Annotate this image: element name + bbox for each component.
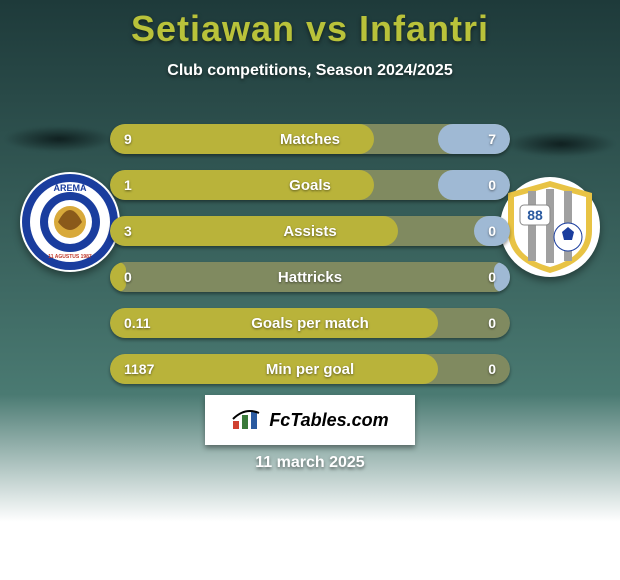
stat-label: Goals per match xyxy=(110,308,510,338)
player-shadow-right xyxy=(506,131,616,157)
stat-row: 30Assists xyxy=(110,216,510,246)
stat-label: Assists xyxy=(110,216,510,246)
club-logo-left-sub: 11 AGUSTUS 1987 xyxy=(48,254,92,260)
player-shadow-left xyxy=(4,126,114,152)
stat-label: Goals xyxy=(110,170,510,200)
stat-row: 11870Min per goal xyxy=(110,354,510,384)
club-logo-left-svg: AREMA 11 AGUSTUS 1987 xyxy=(20,172,120,272)
club-logo-right-badge: 88 xyxy=(527,207,543,223)
page-title: Setiawan vs Infantri xyxy=(0,8,620,50)
stat-label: Hattricks xyxy=(110,262,510,292)
club-logo-left: AREMA 11 AGUSTUS 1987 xyxy=(20,172,120,272)
fctables-watermark: FcTables.com xyxy=(205,395,415,445)
comparison-infographic: Setiawan vs Infantri Club competitions, … xyxy=(0,0,620,580)
stat-label: Min per goal xyxy=(110,354,510,384)
comparison-date: 11 march 2025 xyxy=(0,454,620,472)
page-subtitle: Club competitions, Season 2024/2025 xyxy=(0,62,620,80)
club-logo-right-svg: 88 xyxy=(500,177,600,277)
stats-bars: 97Matches 10Goals 30Assists 00Hattricks 0.11… xyxy=(110,124,510,400)
stat-row: 00Hattricks xyxy=(110,262,510,292)
stat-row: 97Matches xyxy=(110,124,510,154)
stat-row: 0.110Goals per match xyxy=(110,308,510,338)
club-logo-right: 88 xyxy=(500,177,600,277)
club-logo-left-name: AREMA xyxy=(54,183,87,193)
fctables-label: FcTables.com xyxy=(269,410,388,431)
stat-label: Matches xyxy=(110,124,510,154)
stat-row: 10Goals xyxy=(110,170,510,200)
fctables-icon xyxy=(231,409,261,431)
